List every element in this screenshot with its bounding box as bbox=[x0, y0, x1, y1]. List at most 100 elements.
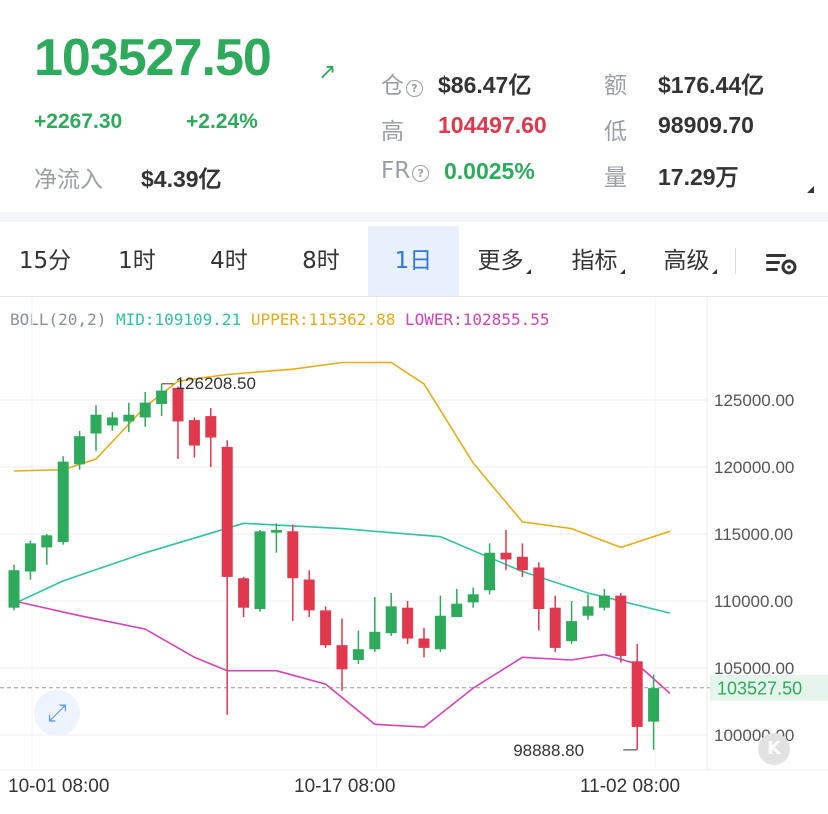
candle-body bbox=[549, 607, 561, 648]
tab-8h[interactable]: 8时 bbox=[302, 248, 340, 274]
arrow-up-right-icon: ↗ bbox=[318, 60, 337, 85]
candle-body bbox=[205, 416, 217, 438]
candle-body bbox=[24, 543, 36, 572]
boll-mid: MID:109109.21 bbox=[115, 310, 242, 329]
candlestick-chart[interactable]: 125000.00 120000.00 115000.00 110000.00 1050… bbox=[0, 297, 828, 814]
boll-indicator-legend[interactable]: BOLL(20,2) MID:109109.21 UPPER:115362.88… bbox=[10, 310, 549, 329]
candle-body bbox=[320, 610, 332, 646]
tab-more[interactable]: 更多 bbox=[462, 226, 546, 296]
timeframe-tabs: 15分 1时 4时 8时 1日 更多 指标 高级 bbox=[0, 226, 828, 296]
open-interest-stat[interactable]: 仓? bbox=[381, 66, 423, 100]
low-label: 低 bbox=[604, 119, 627, 145]
candle-body bbox=[598, 595, 610, 608]
candle-body bbox=[467, 594, 479, 603]
dropdown-caret-icon bbox=[525, 269, 531, 274]
open-interest-value: $86.47亿 bbox=[438, 72, 532, 98]
funding-rate-stat[interactable]: FR? bbox=[381, 158, 430, 184]
open-interest-label: 仓 bbox=[381, 73, 404, 99]
price-change: +2267.30 bbox=[34, 110, 123, 133]
low-value: 98909.70 bbox=[658, 112, 754, 138]
dropdown-caret-icon bbox=[711, 269, 717, 274]
tab-15m[interactable]: 15分 bbox=[18, 248, 72, 274]
boll-upper-line bbox=[13, 361, 671, 549]
tab-indicators-label: 指标 bbox=[571, 248, 618, 274]
last-price: 103527.50 bbox=[34, 29, 272, 87]
y-tick-label: 115000.00 bbox=[714, 525, 793, 544]
candle-body bbox=[287, 531, 299, 579]
price-change-pct: +2.24% bbox=[186, 110, 258, 133]
high-value: 104497.60 bbox=[438, 112, 547, 138]
candle-body bbox=[41, 535, 53, 548]
candle-body bbox=[336, 645, 348, 670]
help-icon[interactable]: ? bbox=[412, 165, 430, 182]
candle-body bbox=[582, 606, 594, 616]
candle-body bbox=[188, 420, 200, 446]
candle-body bbox=[303, 579, 315, 611]
candle-body bbox=[139, 402, 151, 418]
volume-value: 17.29万 bbox=[658, 164, 739, 190]
candle-body bbox=[221, 446, 233, 577]
candle-body bbox=[516, 556, 528, 571]
candle-body bbox=[615, 595, 627, 656]
y-tick-label: 125000.00 bbox=[714, 391, 794, 410]
candle-body bbox=[270, 529, 282, 533]
scroll-to-latest-button[interactable]: K bbox=[758, 733, 790, 765]
candle-body bbox=[238, 578, 250, 608]
tab-advanced[interactable]: 高级 bbox=[648, 226, 732, 296]
chart-settings-icon[interactable] bbox=[764, 248, 800, 278]
candle-body bbox=[648, 688, 660, 722]
net-inflow-value: $4.39亿 bbox=[141, 166, 222, 192]
turnover-label: 额 bbox=[604, 73, 627, 99]
boll-name: BOLL(20,2) bbox=[10, 310, 107, 329]
y-tick-label: 110000.00 bbox=[714, 592, 793, 611]
candle-body bbox=[418, 638, 430, 648]
candle-body bbox=[74, 436, 86, 465]
funding-rate-value: 0.0025% bbox=[444, 158, 535, 184]
last-price-tag-bg bbox=[710, 674, 828, 701]
candle-body bbox=[254, 531, 266, 610]
tab-divider bbox=[735, 248, 736, 274]
low-annotation: 98888.80 bbox=[513, 741, 584, 760]
boll-upper: UPPER:115362.88 bbox=[250, 310, 396, 329]
boll-mid-line bbox=[13, 522, 671, 614]
funding-rate-label: FR bbox=[381, 158, 411, 184]
candle-body bbox=[106, 417, 118, 426]
tab-4h[interactable]: 4时 bbox=[210, 248, 248, 274]
candle-body bbox=[402, 607, 414, 639]
candle-body bbox=[156, 390, 168, 405]
candle-body bbox=[451, 603, 463, 618]
expand-corner-icon[interactable] bbox=[807, 186, 814, 193]
last-price-tag: 103527.50 bbox=[717, 679, 802, 699]
y-tick-label: 105000.00 bbox=[714, 659, 794, 678]
x-axis-label: 11-02 08:00 bbox=[580, 776, 681, 797]
tab-more-label: 更多 bbox=[477, 248, 524, 274]
dropdown-caret-icon bbox=[619, 269, 625, 274]
candle-body bbox=[369, 631, 381, 650]
candle-body bbox=[8, 570, 20, 608]
candle-body bbox=[385, 606, 397, 634]
candle-body bbox=[352, 649, 364, 660]
x-axis-label: 10-01 08:00 bbox=[8, 776, 110, 797]
tab-1d[interactable]: 1日 bbox=[368, 226, 459, 296]
tabs-bottom-border bbox=[0, 296, 828, 297]
candle-body bbox=[434, 615, 446, 650]
help-icon[interactable]: ? bbox=[406, 80, 423, 97]
volume-label: 量 bbox=[604, 165, 627, 191]
tab-advanced-label: 高级 bbox=[663, 248, 710, 274]
tab-indicators[interactable]: 指标 bbox=[556, 226, 640, 296]
candle-body bbox=[533, 567, 545, 610]
candle-body bbox=[566, 621, 578, 642]
candle-body bbox=[123, 414, 135, 422]
boll-lower-line bbox=[13, 600, 671, 728]
high-label: 高 bbox=[381, 119, 404, 145]
turnover-value: $176.44亿 bbox=[658, 72, 765, 98]
boll-lower: LOWER:102855.55 bbox=[404, 310, 550, 329]
candle-body bbox=[484, 552, 496, 591]
candle-body bbox=[172, 387, 184, 422]
candle-body bbox=[500, 552, 512, 560]
fullscreen-expand-icon[interactable]: ⤢ bbox=[34, 690, 80, 736]
candle-body bbox=[90, 414, 102, 434]
candle-body bbox=[631, 661, 643, 727]
high-annotation: 126208.50 bbox=[176, 374, 256, 393]
tab-1h[interactable]: 1时 bbox=[118, 248, 156, 274]
